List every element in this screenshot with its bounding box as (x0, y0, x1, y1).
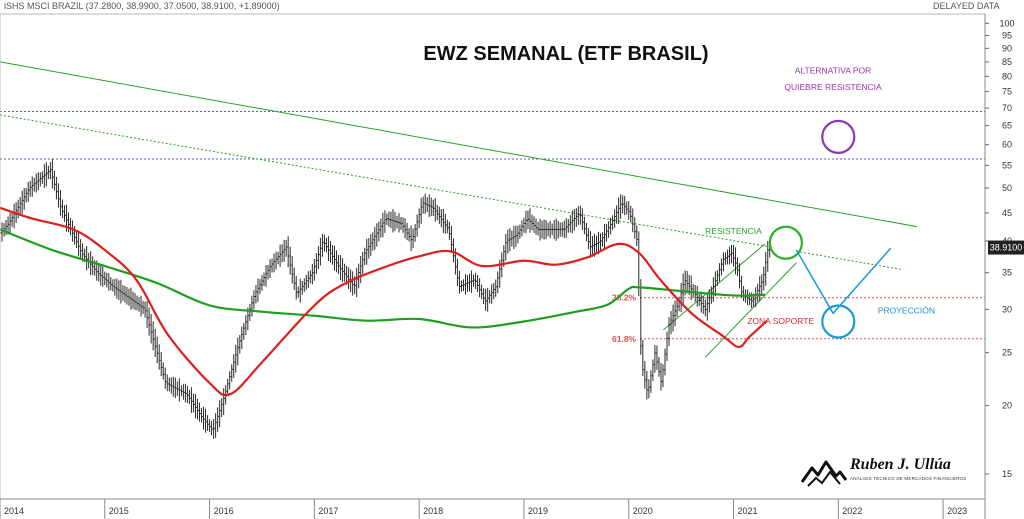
y-tick-label: 25 (1002, 348, 1012, 358)
y-tick-label: 75 (1002, 87, 1012, 97)
author-name: Ruben J. Ullúa (850, 456, 951, 473)
y-tick-label: 30 (1002, 304, 1012, 314)
chart-title: EWZ SEMANAL (ETF BRASIL) (423, 43, 708, 65)
y-tick-label: 95 (1002, 31, 1012, 41)
author-signature: Ruben J. Ullúa ANÁLISIS TÉCNICO DE MERCA… (800, 456, 970, 488)
author-tagline: ANÁLISIS TÉCNICO DE MERCADOS FINANCIEROS (850, 476, 967, 481)
y-tick-label: 80 (1002, 71, 1012, 81)
chart-annotation: RESISTENCIA (705, 226, 762, 236)
y-tick-label: 70 (1002, 103, 1012, 113)
mountain-logo-icon (800, 460, 848, 487)
moving-average-green (0, 228, 765, 329)
x-tick-label: 2016 (214, 506, 234, 516)
y-tick-label: 20 (1002, 401, 1012, 411)
fib-level-label: 61.8% (612, 334, 637, 344)
chart-annotation: ALTERNATIVA POR (795, 65, 872, 75)
projection-path (795, 247, 892, 315)
y-tick-label: 45 (1002, 208, 1012, 218)
y-tick-label: 55 (1002, 160, 1012, 170)
chart-annotation: PROYECCIÒN (878, 305, 935, 315)
chart-header-symbol: iSHS MSCI BRAZIL (37.2800, 38.9900, 37.0… (4, 1, 280, 11)
x-tick-label: 2019 (528, 506, 548, 516)
x-tick-label: 2017 (318, 506, 338, 516)
y-tick-label: 50 (1002, 183, 1012, 193)
y-tick-label: 15 (1002, 469, 1012, 479)
target-circle (821, 119, 856, 154)
moving-average-red (0, 206, 768, 397)
chart-header-delayed: DELAYED DATA (933, 1, 1000, 11)
trendline (0, 61, 917, 228)
trendline (704, 262, 797, 358)
x-tick-label: 2023 (947, 506, 967, 516)
y-tick-label: 65 (1002, 121, 1012, 131)
y-tick-label: 90 (1002, 43, 1012, 53)
x-tick-label: 2022 (842, 506, 862, 516)
y-tick-label: 85 (1002, 57, 1012, 67)
trendline (662, 243, 766, 331)
last-price-box (988, 240, 1024, 255)
target-circle (821, 304, 856, 339)
y-tick-label: 60 (1002, 140, 1012, 150)
x-tick-label: 2021 (738, 506, 758, 516)
y-tick-label: 35 (1002, 268, 1012, 278)
chart-annotation: ZONA SOPORTE (747, 316, 814, 326)
x-tick-label: 2018 (423, 506, 443, 516)
target-circle (768, 225, 804, 260)
chart-annotation: QUIEBRE RESISTENCIA (784, 82, 882, 92)
trendline (0, 114, 902, 270)
y-tick-label: 100 (999, 18, 1014, 28)
x-tick-label: 2015 (109, 506, 129, 516)
last-price-label: 38.9100 (990, 243, 1023, 253)
fib-level-label: 38.2% (612, 293, 637, 303)
x-tick-label: 2014 (4, 506, 24, 516)
x-tick-label: 2020 (633, 506, 653, 516)
